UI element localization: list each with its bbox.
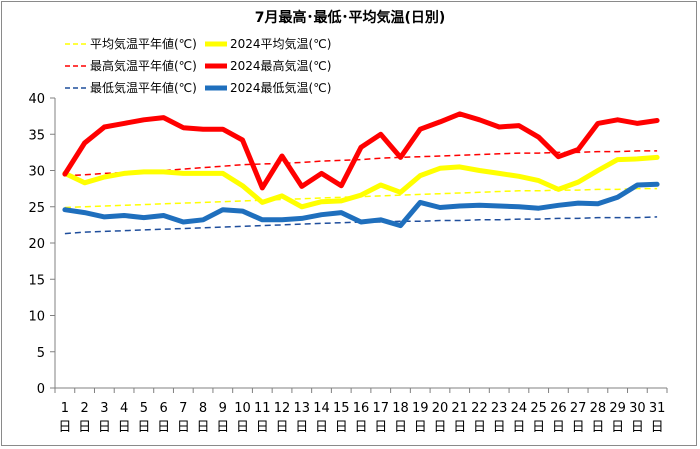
x-tick-label: 16 bbox=[353, 401, 370, 416]
series-line-5 bbox=[64, 216, 658, 235]
x-tick-label: 12 bbox=[274, 401, 291, 416]
x-tick-label: 14 bbox=[313, 401, 330, 416]
x-tick-label: 2 bbox=[80, 401, 88, 416]
chart-title: 7月最高･最低･平均気温(日別) bbox=[255, 9, 446, 26]
x-tick-label: 31 bbox=[649, 401, 666, 416]
series-line-2 bbox=[62, 154, 660, 210]
x-tick-suffix: 日 bbox=[433, 420, 446, 435]
y-tick-label: 20 bbox=[28, 237, 45, 252]
x-tick-label: 1 bbox=[61, 401, 69, 416]
x-tick-label: 13 bbox=[294, 401, 311, 416]
legend-label: 平均気温平年値(℃) bbox=[90, 36, 197, 51]
x-tick-suffix: 日 bbox=[473, 420, 486, 435]
x-tick-suffix: 日 bbox=[374, 420, 387, 435]
x-tick-suffix: 日 bbox=[651, 420, 664, 435]
x-tick-label: 24 bbox=[511, 401, 528, 416]
x-tick-suffix: 日 bbox=[78, 420, 91, 435]
x-tick-suffix: 日 bbox=[512, 420, 525, 435]
y-tick-label: 0 bbox=[37, 382, 45, 397]
x-tick-suffix: 日 bbox=[532, 420, 545, 435]
x-tick-label: 10 bbox=[234, 401, 251, 416]
y-tick-label: 5 bbox=[37, 346, 45, 361]
legend-label: 最高気温平年値(℃) bbox=[90, 58, 197, 73]
x-tick-suffix: 日 bbox=[315, 420, 328, 435]
x-tick-suffix: 日 bbox=[552, 420, 565, 435]
x-tick-suffix: 日 bbox=[58, 420, 71, 435]
x-tick-label: 27 bbox=[570, 401, 587, 416]
series-line-4 bbox=[62, 111, 660, 191]
x-tick-label: 9 bbox=[219, 401, 227, 416]
x-tick-label: 28 bbox=[590, 401, 607, 416]
x-tick-label: 25 bbox=[530, 401, 547, 416]
x-tick-label: 21 bbox=[451, 401, 468, 416]
legend-label: 2024平均気温(℃) bbox=[230, 36, 331, 51]
x-tick-suffix: 日 bbox=[335, 420, 348, 435]
x-tick-label: 5 bbox=[140, 401, 148, 416]
x-tick-label: 6 bbox=[159, 401, 167, 416]
legend-label: 最低気温平年値(℃) bbox=[90, 80, 197, 95]
legend: 平均気温平年値(℃) 2024平均気温(℃) 最高気温平年値(℃) 2024最高気温(… bbox=[65, 36, 331, 95]
x-tick-label: 22 bbox=[471, 401, 488, 416]
x-tick-suffix: 日 bbox=[453, 420, 466, 435]
x-tick-suffix: 日 bbox=[197, 420, 210, 435]
x-tick-suffix: 日 bbox=[98, 420, 111, 435]
x-tick-label: 17 bbox=[372, 401, 389, 416]
y-tick-label: 30 bbox=[28, 165, 45, 180]
x-tick-suffix: 日 bbox=[493, 420, 506, 435]
y-tick-label: 40 bbox=[28, 92, 45, 107]
series-line-3 bbox=[64, 150, 658, 177]
series-line-6 bbox=[62, 181, 660, 229]
x-tick-label: 7 bbox=[179, 401, 187, 416]
x-tick-suffix: 日 bbox=[414, 420, 427, 435]
x-tick-label: 30 bbox=[629, 401, 646, 416]
x-tick-suffix: 日 bbox=[236, 420, 249, 435]
x-tick-suffix: 日 bbox=[591, 420, 604, 435]
y-tick-label: 35 bbox=[28, 128, 45, 143]
series-layer bbox=[62, 111, 660, 235]
axes: 05101520253035401日2日3日4日5日6日7日8日9日10日11日… bbox=[28, 92, 668, 435]
x-tick-suffix: 日 bbox=[276, 420, 289, 435]
x-tick-suffix: 日 bbox=[295, 420, 308, 435]
y-tick-label: 10 bbox=[28, 310, 45, 325]
x-tick-label: 23 bbox=[491, 401, 508, 416]
x-tick-suffix: 日 bbox=[256, 420, 269, 435]
x-tick-label: 26 bbox=[550, 401, 567, 416]
y-tick-label: 25 bbox=[28, 201, 45, 216]
x-tick-label: 19 bbox=[412, 401, 429, 416]
x-tick-label: 11 bbox=[254, 401, 271, 416]
x-tick-label: 3 bbox=[100, 401, 108, 416]
x-tick-suffix: 日 bbox=[631, 420, 644, 435]
x-tick-suffix: 日 bbox=[394, 420, 407, 435]
x-tick-label: 29 bbox=[609, 401, 626, 416]
legend-label: 2024最低気温(℃) bbox=[230, 80, 331, 95]
x-tick-label: 20 bbox=[432, 401, 449, 416]
x-tick-suffix: 日 bbox=[572, 420, 585, 435]
x-tick-suffix: 日 bbox=[137, 420, 150, 435]
y-tick-label: 15 bbox=[28, 273, 45, 288]
legend-label: 2024最高気温(℃) bbox=[230, 58, 331, 73]
x-tick-suffix: 日 bbox=[157, 420, 170, 435]
x-tick-suffix: 日 bbox=[177, 420, 190, 435]
x-tick-label: 4 bbox=[120, 401, 128, 416]
x-tick-label: 8 bbox=[199, 401, 207, 416]
x-tick-suffix: 日 bbox=[118, 420, 131, 435]
x-tick-suffix: 日 bbox=[216, 420, 229, 435]
x-tick-label: 15 bbox=[333, 401, 350, 416]
x-tick-suffix: 日 bbox=[611, 420, 624, 435]
x-tick-suffix: 日 bbox=[354, 420, 367, 435]
x-tick-label: 18 bbox=[392, 401, 409, 416]
